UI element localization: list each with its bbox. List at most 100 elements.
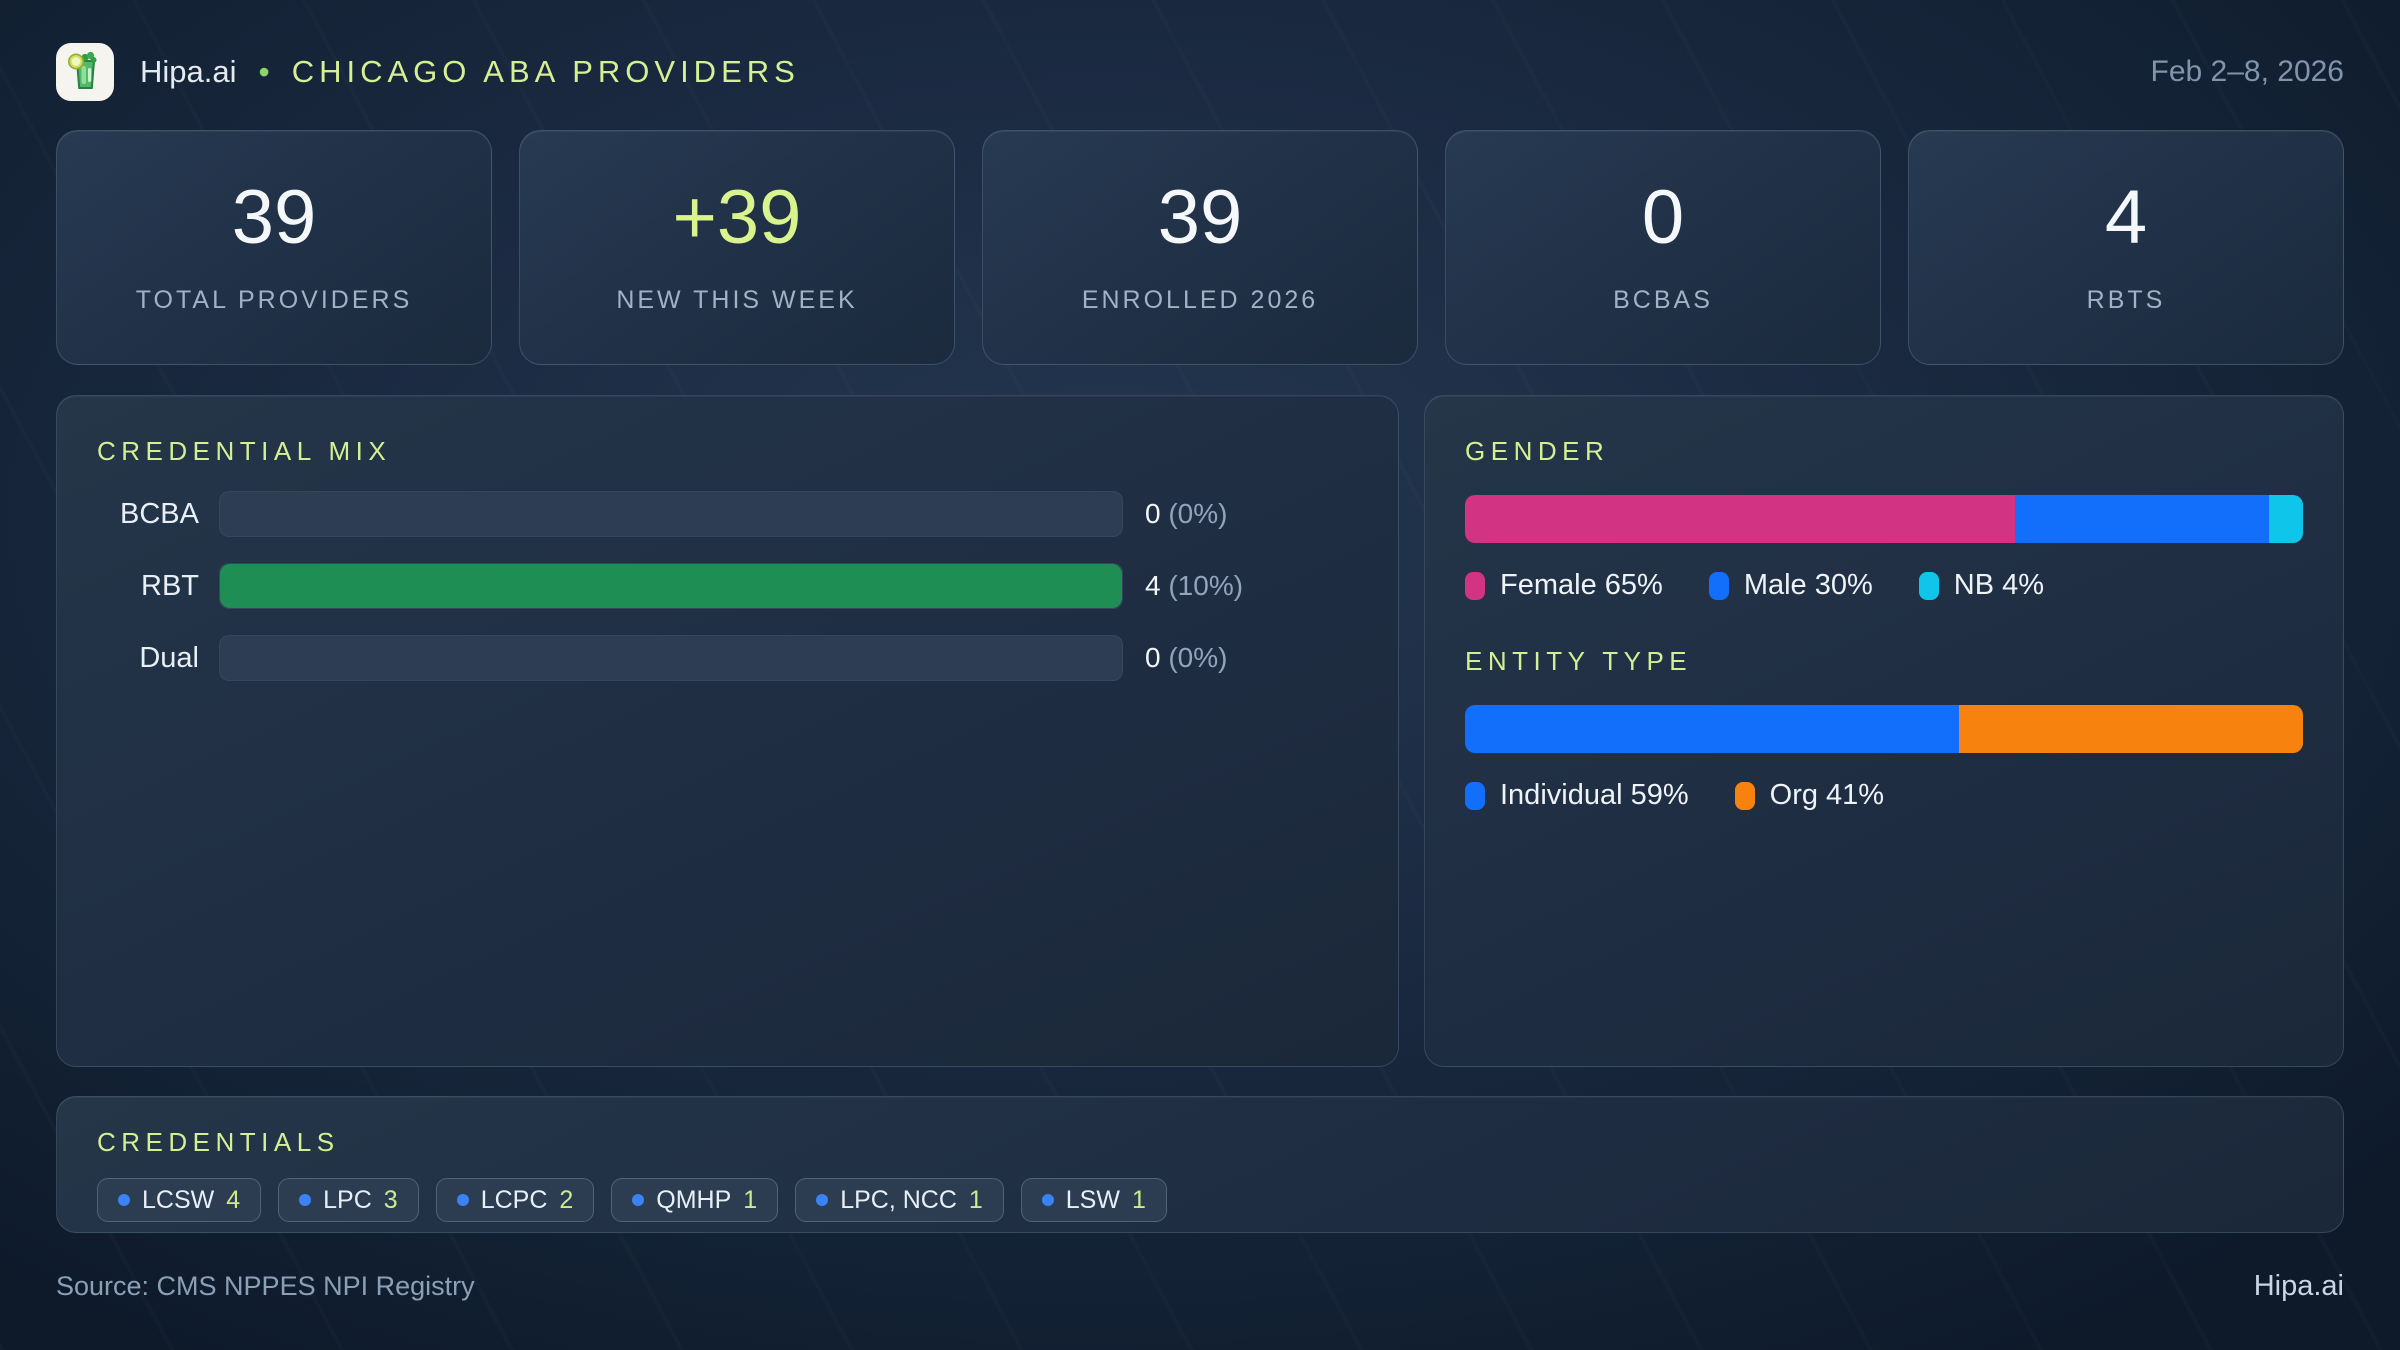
- dot-icon: [456, 1194, 469, 1206]
- credential-chip[interactable]: LPC 3: [278, 1178, 419, 1222]
- stat-value: 0: [1641, 175, 1685, 260]
- stat-label: RBTS: [2086, 286, 2166, 314]
- app-logo: [56, 43, 114, 101]
- chip-count: 2: [559, 1185, 574, 1214]
- stat-value: +39: [672, 175, 802, 260]
- legend-label: NB 4%: [1953, 569, 2045, 601]
- credential-mix-title: CREDENTIAL MIX: [97, 436, 392, 466]
- chip-label: LPC, NCC: [840, 1185, 957, 1214]
- credential-label: RBT: [141, 569, 199, 602]
- mojito-icon: [56, 43, 114, 101]
- chip-count: 1: [968, 1185, 983, 1214]
- credential-bar-track: [219, 491, 1123, 537]
- credential-pct: (10%): [1160, 570, 1244, 601]
- stats-row: 39 TOTAL PROVIDERS +39 NEW THIS WEEK 39 ENROL…: [56, 130, 2344, 365]
- stat-label: ENROLLED 2026: [1081, 286, 1319, 314]
- page-title: CHICAGO ABA PROVIDERS: [291, 54, 800, 89]
- stat-card: 39 TOTAL PROVIDERS: [56, 130, 492, 365]
- legend-label: Female 65%: [1500, 569, 1663, 601]
- credential-count: 0: [1145, 642, 1161, 673]
- chip-count: 1: [743, 1185, 758, 1214]
- dot-icon: [632, 1194, 645, 1206]
- credential-chip[interactable]: QMHP 1: [611, 1178, 779, 1222]
- credentials-chips: LCSW 4 LPC 3 LCPC 2 QMHP 1 LPC, NCC 1 LSW 1: [97, 1178, 2303, 1222]
- legend-item: Individual 59%: [1465, 779, 1689, 812]
- legend-swatch-icon: [1734, 781, 1755, 810]
- credential-pct: (0%): [1160, 642, 1228, 673]
- source-note: Source: CMS NPPES NPI Registry: [56, 1270, 475, 1301]
- brand-name: Hipa.ai: [140, 54, 237, 89]
- credential-value: 0 (0%): [1145, 498, 1227, 530]
- chip-count: 1: [1131, 1185, 1146, 1214]
- bar-segment-org: [1959, 705, 2303, 753]
- credential-bar-track: [219, 563, 1123, 609]
- legend-swatch-icon: [1918, 571, 1939, 600]
- stat-card: 39 ENROLLED 2026: [982, 130, 1418, 365]
- gender-title: GENDER: [1465, 436, 1610, 466]
- credential-chip[interactable]: LSW 1: [1020, 1178, 1167, 1222]
- entity-type-title: ENTITY TYPE: [1465, 646, 1693, 676]
- credential-bar-track: [219, 635, 1123, 681]
- credential-value: 4 (10%): [1145, 570, 1243, 602]
- entity-type-bar: [1465, 705, 2303, 753]
- credentials-title: CREDENTIALS: [97, 1127, 340, 1157]
- credential-chip[interactable]: LCPC 2: [435, 1178, 595, 1222]
- credential-row: Dual 0 (0%): [97, 635, 1358, 681]
- credential-count: 0: [1145, 498, 1161, 529]
- chip-count: 3: [383, 1185, 398, 1214]
- bar-segment-nb: [2269, 495, 2303, 543]
- bar-segment-male: [2015, 495, 2270, 543]
- credential-bar-fill: [220, 564, 1122, 608]
- credential-chip[interactable]: LPC, NCC 1: [795, 1178, 1004, 1222]
- footer: Source: CMS NPPES NPI Registry Hipa.ai: [56, 1264, 2344, 1308]
- credential-label: BCBA: [120, 497, 199, 530]
- legend-label: Male 30%: [1743, 569, 1873, 601]
- legend-item: Female 65%: [1465, 569, 1663, 602]
- credentials-panel: CREDENTIALS LCSW 4 LPC 3 LCPC 2 QMHP 1 LPC, NCC 1…: [56, 1096, 2344, 1233]
- credential-chip[interactable]: LCSW 4: [97, 1178, 262, 1222]
- stat-card: 4 RBTS: [1908, 130, 2344, 365]
- chip-label: QMHP: [656, 1185, 732, 1214]
- chip-label: LPC: [323, 1185, 372, 1214]
- legend-label: Org 41%: [1769, 779, 1885, 811]
- chip-label: LSW: [1065, 1185, 1120, 1214]
- stat-label: TOTAL PROVIDERS: [135, 286, 413, 314]
- legend-swatch-icon: [1708, 571, 1729, 600]
- legend-swatch-icon: [1465, 781, 1485, 810]
- header: Hipa.ai • CHICAGO ABA PROVIDERS Feb 2–8,…: [56, 40, 2344, 104]
- legend-item: Org 41%: [1734, 779, 1885, 812]
- stat-value: 4: [2104, 175, 2148, 260]
- credential-label: Dual: [139, 641, 199, 674]
- bar-segment-female: [1465, 495, 2016, 543]
- gender-bar: [1465, 495, 2303, 543]
- credential-mix-panel: CREDENTIAL MIX BCBA 0 (0%) RBT 4 (10%) Dual 0…: [56, 395, 1399, 1067]
- stat-value: 39: [1157, 175, 1243, 260]
- date-range: Feb 2–8, 2026: [2150, 55, 2345, 88]
- credential-pct: (0%): [1160, 498, 1228, 529]
- chip-count: 4: [226, 1185, 241, 1214]
- credential-value: 0 (0%): [1145, 642, 1227, 674]
- credential-row: RBT 4 (10%): [97, 563, 1358, 609]
- dot-icon: [299, 1194, 312, 1206]
- entity-type-legend: Individual 59% Org 41%: [1465, 779, 2303, 812]
- stat-label: NEW THIS WEEK: [616, 286, 858, 314]
- legend-swatch-icon: [1465, 571, 1485, 600]
- demographics-panel: GENDER Female 65% Male 30% NB 4% ENTITY TY…: [1424, 395, 2344, 1067]
- gender-legend: Female 65% Male 30% NB 4%: [1465, 569, 2303, 602]
- legend-item: NB 4%: [1918, 569, 2045, 602]
- dot-icon: [118, 1194, 130, 1206]
- footer-brand: Hipa.ai: [2253, 1269, 2344, 1302]
- dot-icon: [816, 1194, 829, 1206]
- chip-label: LCPC: [480, 1185, 548, 1214]
- separator-dot-icon: •: [258, 53, 270, 90]
- legend-item: Male 30%: [1708, 569, 1873, 602]
- credential-mix-rows: BCBA 0 (0%) RBT 4 (10%) Dual 0 (0%): [97, 491, 1358, 681]
- credential-count: 4: [1145, 570, 1161, 601]
- credential-row: BCBA 0 (0%): [97, 491, 1358, 537]
- stat-card: 0 BCBAS: [1445, 130, 1881, 365]
- dot-icon: [1041, 1194, 1054, 1206]
- chip-label: LCSW: [142, 1185, 215, 1214]
- stat-card: +39 NEW THIS WEEK: [519, 130, 955, 365]
- bar-segment-individual: [1465, 705, 1960, 753]
